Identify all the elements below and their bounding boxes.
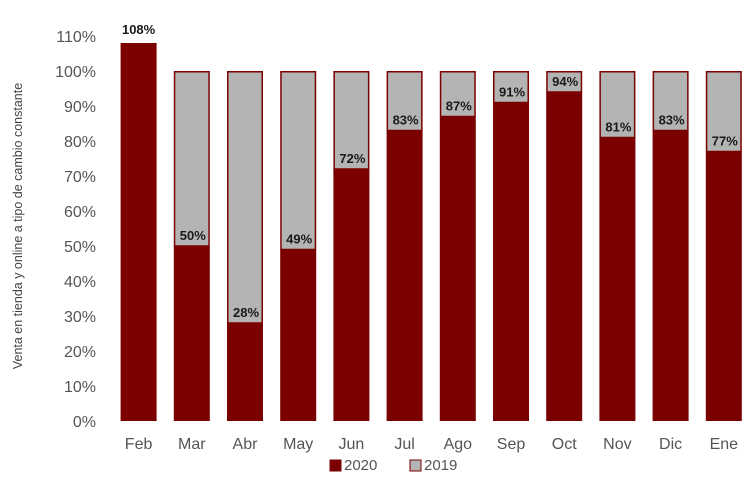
bar-2019 — [333, 71, 370, 170]
y-tick-label: 30% — [64, 309, 96, 326]
y-axis-title: Venta en tienda y online a tipo de cambi… — [11, 83, 25, 369]
bar-2020 — [333, 169, 370, 421]
data-label: 87% — [446, 99, 472, 114]
y-tick-label: 20% — [64, 344, 96, 361]
y-tick-label: 10% — [64, 379, 96, 396]
data-label: 83% — [659, 113, 685, 128]
bar-2020 — [280, 249, 317, 421]
bar-2020 — [227, 323, 263, 421]
x-tick-label: Sep — [497, 436, 526, 453]
bar-2019 — [280, 71, 317, 251]
bar-2020 — [120, 43, 157, 421]
data-label: 28% — [233, 305, 259, 320]
legend-label-2019: 2019 — [424, 457, 457, 474]
bar-2019 — [173, 71, 210, 247]
y-tick-label: 0% — [73, 414, 96, 431]
y-tick-label: 80% — [64, 134, 96, 151]
y-tick-label: 70% — [64, 169, 96, 186]
data-label: 77% — [712, 134, 738, 149]
bar-2019 — [546, 71, 583, 93]
bar-2020 — [652, 130, 689, 421]
x-tick-label: Ene — [710, 436, 739, 453]
x-tick-label: Jun — [339, 436, 365, 453]
bar-2020 — [599, 137, 636, 421]
legend-swatch-2019 — [409, 459, 422, 472]
data-label: 81% — [605, 120, 631, 135]
bar-2020 — [439, 116, 476, 421]
x-tick-label: Feb — [125, 436, 153, 453]
data-label: 94% — [552, 74, 578, 89]
x-tick-label: Nov — [603, 436, 631, 453]
bar-2019 — [227, 71, 263, 324]
y-tick-label: 90% — [64, 99, 96, 116]
bar-2020 — [493, 102, 529, 421]
x-tick-label: May — [283, 436, 313, 453]
y-tick-label: 60% — [64, 204, 96, 221]
bar-2020 — [386, 130, 423, 421]
bar-2019 — [439, 71, 476, 118]
bar-2019 — [705, 71, 742, 153]
x-tick-label: Mar — [178, 436, 206, 453]
y-tick-label: 100% — [55, 64, 96, 81]
bar-2019 — [599, 71, 636, 139]
bar-2020 — [173, 246, 210, 421]
bar-2020 — [705, 151, 742, 421]
bar-2019 — [386, 71, 423, 132]
data-label: 72% — [339, 151, 365, 166]
x-tick-label: Oct — [552, 436, 577, 453]
data-label: 83% — [393, 113, 419, 128]
data-label: 50% — [180, 228, 206, 243]
x-tick-label: Ago — [444, 436, 473, 453]
data-label: 108% — [122, 22, 156, 37]
legend-swatch-2020 — [329, 459, 342, 472]
y-tick-label: 110% — [56, 29, 96, 46]
x-tick-label: Dic — [659, 436, 682, 453]
data-label: 91% — [499, 85, 525, 100]
bar-2020 — [546, 92, 583, 421]
x-tick-label: Jul — [394, 436, 414, 453]
x-tick-label: Abr — [233, 436, 259, 453]
y-tick-label: 40% — [64, 274, 96, 291]
bar-2019 — [493, 71, 529, 104]
legend-label-2020: 2020 — [344, 457, 377, 474]
data-label: 49% — [286, 232, 312, 247]
bar-2019 — [652, 71, 689, 132]
y-tick-label: 50% — [64, 239, 96, 256]
